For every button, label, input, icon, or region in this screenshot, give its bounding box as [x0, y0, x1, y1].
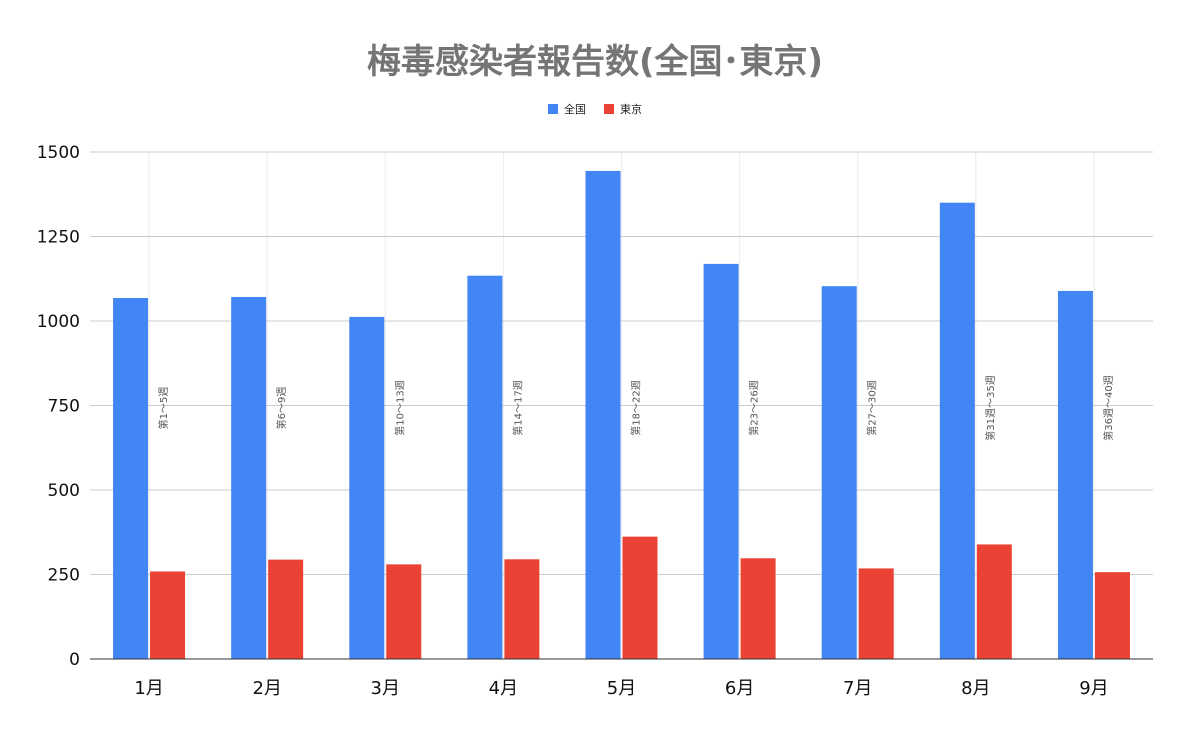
- week-range-annotation: 第27～30週: [866, 380, 879, 435]
- week-range-annotation: 第1～5週: [157, 387, 170, 430]
- y-tick-label: 750: [48, 397, 80, 417]
- bar-tokyo: [858, 568, 894, 659]
- bar-nationwide: [113, 298, 149, 659]
- week-range-annotation: 第31週～35週: [984, 375, 997, 440]
- bar-tokyo: [268, 559, 304, 659]
- week-range-annotation: 第6～9週: [275, 387, 288, 430]
- week-range-annotation: 第18～22週: [630, 380, 643, 435]
- y-tick-label: 250: [48, 566, 80, 586]
- x-tick-label: 8月: [961, 678, 990, 699]
- bar-tokyo: [1094, 572, 1130, 659]
- x-tick-label: 1月: [134, 678, 163, 699]
- y-tick-label: 1500: [37, 143, 80, 163]
- bar-nationwide: [585, 170, 621, 660]
- bar-nationwide: [231, 297, 267, 659]
- y-tick-label: 500: [48, 481, 80, 501]
- legend-label-tokyo: 東京: [620, 103, 642, 116]
- week-range-annotation: 第14～17週: [511, 380, 524, 435]
- x-tick-label: 9月: [1079, 678, 1108, 699]
- chart-title: 梅毒感染者報告数(全国･東京): [366, 42, 824, 82]
- bar-nationwide: [349, 316, 385, 659]
- legend-swatch-tokyo: [604, 104, 614, 114]
- legend-label-nationwide: 全国: [564, 103, 586, 116]
- bar-nationwide: [703, 263, 739, 659]
- x-tick-label: 5月: [607, 678, 636, 699]
- week-range-annotation: 第23～26週: [748, 380, 761, 435]
- legend-item-tokyo: 東京: [604, 101, 642, 117]
- bar-tokyo: [740, 558, 776, 659]
- bar-nationwide: [467, 275, 503, 659]
- bar-tokyo: [150, 571, 186, 659]
- x-tick-label: 4月: [489, 678, 518, 699]
- bar-tokyo: [976, 544, 1012, 659]
- bar-tokyo: [622, 536, 658, 659]
- bar-nationwide: [821, 286, 857, 659]
- week-range-annotation: 第10～13週: [393, 380, 406, 435]
- bar-tokyo: [504, 559, 540, 659]
- week-range-annotation: 第36週～40週: [1102, 375, 1115, 440]
- legend: 全国 東京: [0, 101, 1190, 117]
- x-tick-label: 7月: [843, 678, 872, 699]
- legend-swatch-nationwide: [548, 104, 558, 114]
- y-tick-label: 1250: [37, 228, 80, 248]
- y-tick-label: 1000: [37, 312, 80, 332]
- bar-nationwide: [1057, 290, 1093, 659]
- x-tick-label: 2月: [252, 678, 281, 699]
- legend-item-nationwide: 全国: [548, 101, 586, 117]
- x-tick-label: 6月: [725, 678, 754, 699]
- y-tick-label: 0: [69, 650, 80, 670]
- bar-tokyo: [386, 564, 422, 659]
- x-tick-label: 3月: [371, 678, 400, 699]
- bar-nationwide: [939, 202, 975, 659]
